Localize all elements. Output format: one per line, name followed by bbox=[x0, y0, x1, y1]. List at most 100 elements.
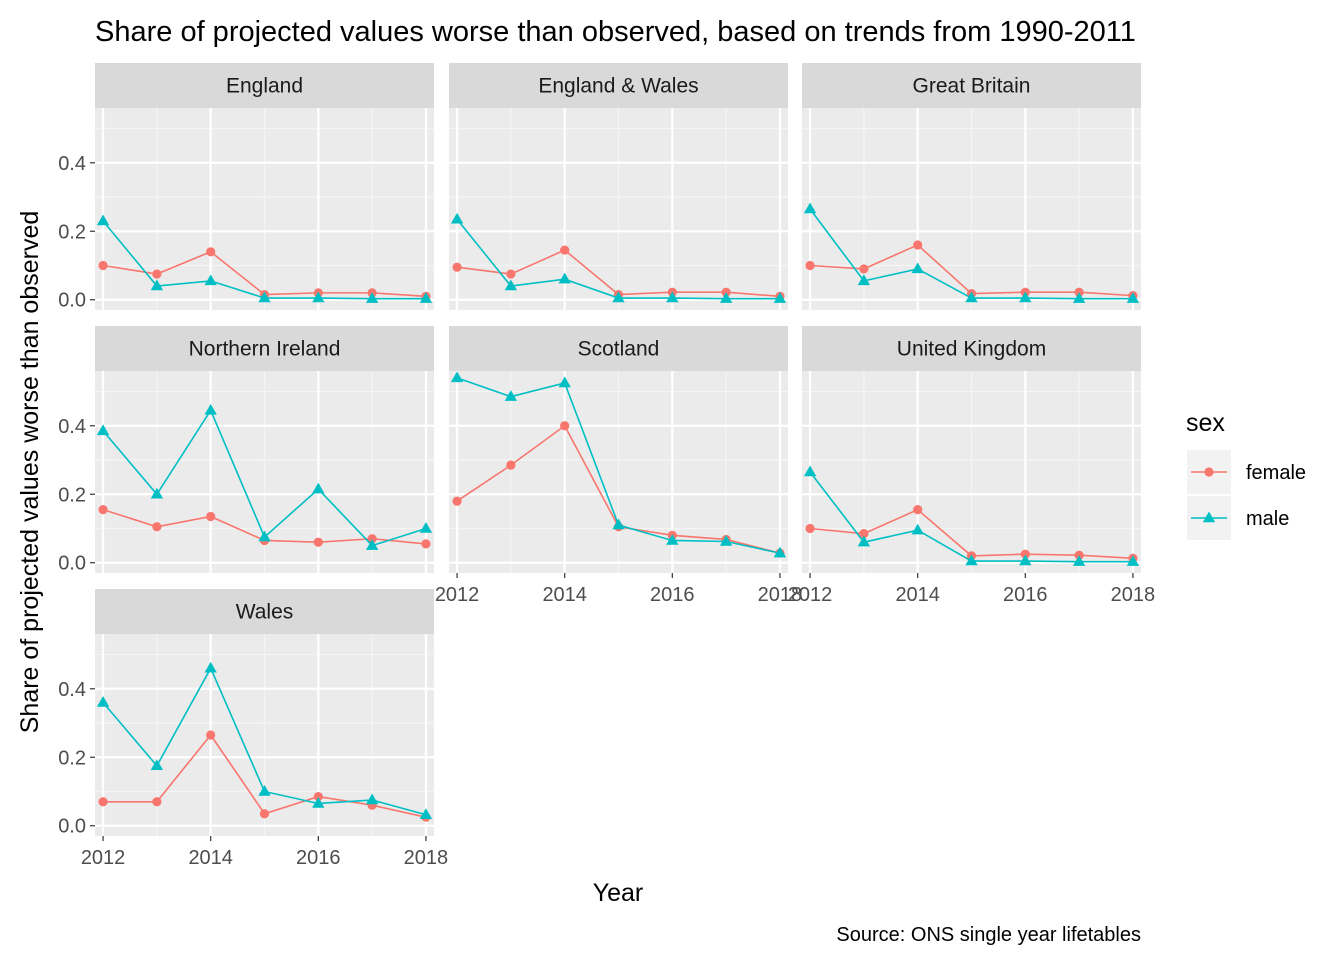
data-point-triangle bbox=[1126, 292, 1140, 303]
panel-strip-label: Wales bbox=[236, 601, 294, 624]
panel-england: England 0.0 0.2 0.4 bbox=[58, 63, 434, 312]
legend: sex female male bbox=[1186, 409, 1306, 540]
data-point-circle bbox=[1074, 550, 1084, 560]
panel-northern-ireland: Northern Ireland 0.0 0.2 0.4 bbox=[58, 326, 434, 575]
y-tick-label: 0.2 bbox=[58, 484, 86, 506]
data-point-triangle bbox=[965, 291, 978, 303]
data-point-circle bbox=[152, 797, 162, 807]
data-point-triangle bbox=[504, 390, 518, 401]
data-point-circle bbox=[452, 496, 462, 506]
panel-strip-label: England bbox=[226, 75, 303, 98]
data-point-triangle bbox=[204, 403, 217, 415]
panels-layer: England 0.0 0.2 0.4 England & Wales Great Bri… bbox=[58, 63, 1155, 869]
data-point-triangle bbox=[419, 292, 433, 303]
data-point-circle bbox=[913, 240, 923, 250]
data-point-triangle bbox=[504, 279, 518, 291]
y-tick-label: 0.0 bbox=[58, 816, 86, 838]
x-tick-label: 2016 bbox=[650, 584, 695, 606]
data-point-triangle bbox=[96, 424, 110, 436]
panel-strip-label: Scotland bbox=[578, 338, 660, 361]
data-point-triangle bbox=[450, 212, 464, 224]
data-point-triangle bbox=[1072, 292, 1086, 303]
data-point-triangle bbox=[96, 695, 110, 707]
data-point-circle bbox=[367, 534, 377, 544]
legend-key-male bbox=[1187, 496, 1231, 540]
panel-strip-label: England & Wales bbox=[538, 75, 698, 98]
panel-wales: Wales 0.0 0.2 0.4 2012 2014 2016 2018 bbox=[58, 589, 448, 869]
data-point-triangle bbox=[1202, 511, 1216, 523]
data-point-circle bbox=[206, 730, 216, 740]
legend-label-female: female bbox=[1246, 462, 1306, 484]
data-point-triangle bbox=[911, 262, 924, 274]
data-point-triangle bbox=[365, 292, 379, 303]
chart-title: Share of projected values worse than obs… bbox=[95, 16, 1136, 48]
data-point-circle bbox=[206, 247, 216, 257]
data-point-circle bbox=[1204, 467, 1214, 477]
panel-strip bbox=[95, 63, 434, 108]
panel-strip bbox=[95, 326, 434, 371]
data-point-triangle bbox=[258, 291, 271, 303]
panel-strip bbox=[449, 326, 788, 371]
data-point-triangle bbox=[857, 535, 871, 547]
y-tick-label: 0.2 bbox=[58, 747, 86, 769]
panel-great-britain: Great Britain bbox=[802, 63, 1141, 310]
y-tick-label: 0.0 bbox=[58, 290, 86, 312]
data-point-triangle bbox=[419, 521, 433, 533]
x-tick-label: 2012 bbox=[788, 584, 833, 606]
data-point-circle bbox=[98, 260, 108, 271]
data-point-triangle bbox=[150, 279, 164, 291]
data-point-triangle bbox=[1019, 291, 1032, 303]
data-point-circle bbox=[1074, 287, 1084, 297]
data-point-triangle bbox=[857, 274, 871, 286]
data-point-circle bbox=[259, 809, 270, 819]
data-point-triangle bbox=[803, 202, 817, 214]
data-point-triangle bbox=[450, 371, 464, 383]
data-point-triangle bbox=[803, 465, 817, 477]
data-point-triangle bbox=[719, 535, 733, 546]
data-point-circle bbox=[98, 797, 108, 807]
data-point-triangle bbox=[258, 784, 271, 796]
y-tick-label: 0.4 bbox=[58, 679, 86, 701]
data-point-circle bbox=[421, 539, 431, 549]
data-point-circle bbox=[506, 460, 516, 470]
panel-england-wales: England & Wales bbox=[449, 63, 788, 310]
data-point-triangle bbox=[258, 530, 271, 542]
x-tick-label: 2014 bbox=[188, 847, 233, 869]
data-point-circle bbox=[313, 792, 323, 802]
panel-strip-label: Great Britain bbox=[913, 75, 1031, 98]
data-point-triangle bbox=[1126, 555, 1140, 566]
data-point-circle bbox=[913, 505, 923, 515]
data-point-circle bbox=[721, 287, 731, 297]
x-tick-label: 2012 bbox=[81, 847, 126, 869]
data-point-circle bbox=[152, 269, 162, 279]
panel-strip bbox=[95, 589, 434, 634]
data-point-triangle bbox=[96, 214, 110, 226]
data-point-triangle bbox=[773, 292, 787, 303]
data-point-circle bbox=[506, 269, 516, 279]
data-point-triangle bbox=[150, 487, 164, 499]
data-point-circle bbox=[560, 245, 570, 255]
data-point-triangle bbox=[612, 518, 625, 530]
x-tick-label: 2016 bbox=[296, 847, 341, 869]
panel-united-kingdom: United Kingdom 2012 2014 2016 2018 bbox=[788, 326, 1155, 606]
panel-scotland: Scotland 2012 2014 2016 2018 bbox=[435, 326, 802, 606]
panel-strip bbox=[802, 326, 1141, 371]
data-point-circle bbox=[1020, 549, 1030, 559]
y-tick-label: 0.4 bbox=[58, 416, 86, 438]
data-point-triangle bbox=[773, 546, 787, 558]
data-point-circle bbox=[206, 511, 216, 522]
y-tick-label: 0.0 bbox=[58, 553, 86, 575]
data-point-triangle bbox=[558, 272, 571, 284]
source-caption: Source: ONS single year lifetables bbox=[836, 924, 1141, 946]
data-point-circle bbox=[859, 529, 869, 539]
data-point-triangle bbox=[666, 291, 679, 303]
y-tick-label: 0.2 bbox=[58, 221, 86, 243]
x-tick-label: 2012 bbox=[435, 584, 480, 606]
data-point-circle bbox=[313, 537, 323, 547]
data-point-triangle bbox=[365, 793, 379, 805]
data-point-triangle bbox=[419, 808, 433, 819]
data-point-triangle bbox=[204, 661, 217, 673]
data-point-circle bbox=[560, 421, 570, 431]
data-point-triangle bbox=[911, 523, 924, 535]
data-point-circle bbox=[805, 523, 815, 534]
